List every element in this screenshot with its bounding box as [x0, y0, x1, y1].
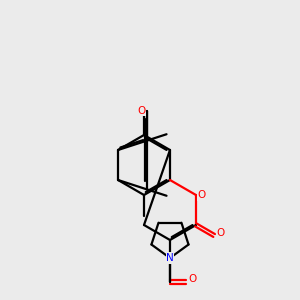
Text: O: O [188, 274, 196, 284]
Text: N: N [166, 253, 174, 263]
Text: O: O [197, 190, 206, 200]
Text: O: O [216, 227, 224, 238]
Text: O: O [137, 106, 145, 116]
